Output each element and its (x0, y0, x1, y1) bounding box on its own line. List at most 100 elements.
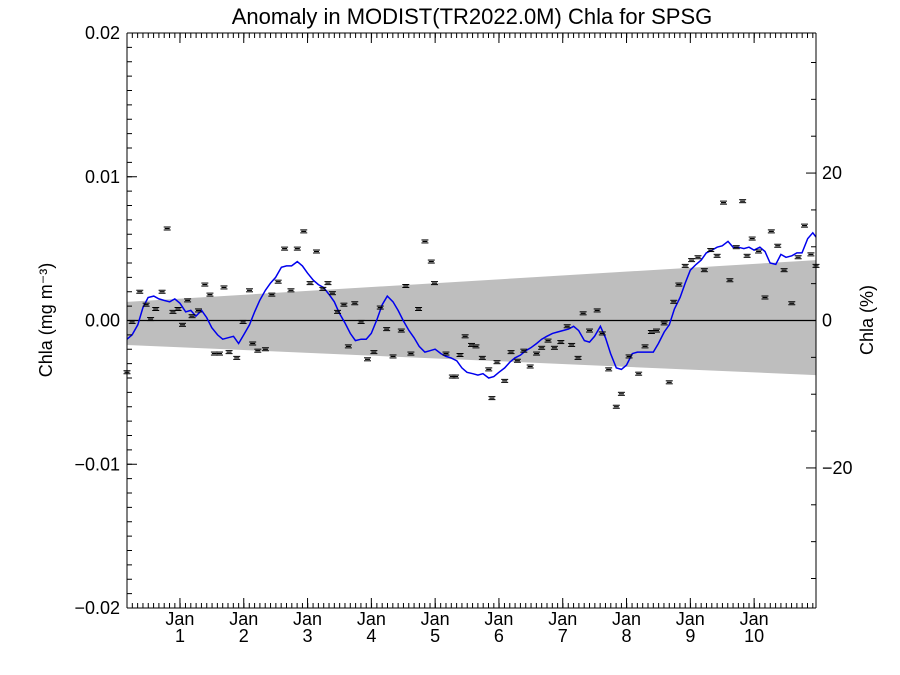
data-point (430, 281, 438, 286)
data-point (233, 355, 241, 360)
y-left-tick-label: −0.02 (74, 598, 120, 618)
data-point (675, 282, 683, 287)
data-point (334, 309, 342, 314)
data-point (794, 255, 802, 260)
data-point (328, 291, 336, 296)
data-point (586, 328, 594, 333)
data-point (574, 355, 582, 360)
x-tick-label-year: 7 (558, 626, 568, 646)
data-point (293, 246, 301, 251)
data-point (513, 358, 521, 363)
data-point (688, 258, 696, 263)
data-point (306, 281, 314, 286)
data-point (726, 278, 734, 283)
data-point (617, 391, 625, 396)
data-point (488, 396, 496, 401)
data-point (201, 282, 209, 287)
x-tick-label-year: 5 (430, 626, 440, 646)
x-tick-label-month: Jan (165, 609, 194, 629)
data-point (194, 308, 202, 313)
data-point (767, 229, 775, 234)
data-point (568, 342, 576, 347)
data-point (158, 289, 166, 294)
data-point (376, 305, 384, 310)
x-tick-label-month: Jan (740, 609, 769, 629)
tick-marks (127, 32, 816, 609)
data-point (344, 344, 352, 349)
data-point (421, 239, 429, 244)
data-point (780, 268, 788, 273)
x-tick-label-year: 9 (685, 626, 695, 646)
x-tick-label-year: 8 (622, 626, 632, 646)
data-point (593, 308, 601, 313)
data-point (719, 200, 727, 205)
x-tick-label-month: Jan (548, 609, 577, 629)
x-tick-label-month: Jan (676, 609, 705, 629)
data-point (557, 340, 565, 345)
data-point (383, 327, 391, 332)
data-point (660, 321, 668, 326)
data-point (774, 243, 782, 248)
data-point (507, 350, 515, 355)
data-point (340, 302, 348, 307)
data-point (501, 378, 509, 383)
data-point (442, 351, 450, 356)
data-point (456, 353, 464, 357)
y-left-tick-label: 0.00 (85, 311, 120, 331)
data-point (300, 229, 308, 234)
data-point (415, 307, 423, 311)
data-point (563, 324, 571, 329)
data-point (254, 348, 262, 353)
data-point (544, 338, 552, 343)
data-point (268, 292, 276, 297)
data-point (748, 236, 756, 241)
data-point (427, 259, 435, 264)
data-point (670, 299, 678, 304)
data-point (402, 284, 410, 288)
data-point (526, 364, 534, 369)
y-left-tick-label: 0.01 (85, 167, 120, 187)
data-point (635, 371, 643, 376)
data-point (239, 319, 247, 324)
data-point (281, 246, 289, 251)
data-point (694, 255, 702, 260)
data-point (732, 245, 740, 250)
data-point (700, 268, 708, 273)
data-point (461, 334, 469, 339)
error-bar-points (123, 199, 820, 409)
data-point (324, 281, 332, 286)
blue-line-series (126, 231, 817, 379)
x-tick-label-month: Jan (357, 609, 386, 629)
tick-labels: −0.02−0.010.000.010.02−20020Jan1Jan2Jan3… (74, 23, 852, 646)
data-point (612, 404, 620, 409)
data-point (389, 354, 397, 359)
data-point (351, 301, 359, 306)
data-point (472, 344, 480, 349)
y-left-tick-label: 0.02 (85, 23, 120, 43)
data-point (533, 351, 541, 356)
y-right-tick-label: −20 (822, 458, 853, 478)
data-point (538, 345, 546, 350)
y-axis-left-label: Chla (mg m⁻³) (36, 263, 56, 378)
chart-title: Anomaly in MODIST(TR2022.0M) Chla for SP… (232, 4, 712, 29)
data-point (188, 314, 196, 319)
data-point (319, 286, 327, 291)
data-point (225, 350, 233, 355)
data-point (397, 328, 405, 333)
x-tick-label-year: 6 (494, 626, 504, 646)
data-point (478, 355, 486, 360)
band-polygon (127, 260, 816, 376)
data-point (136, 289, 144, 294)
data-point (713, 253, 721, 258)
x-tick-label-year: 10 (744, 626, 764, 646)
data-point (142, 302, 150, 307)
data-point (370, 350, 378, 355)
x-tick-label-month: Jan (229, 609, 258, 629)
uncertainty-band (127, 260, 816, 376)
data-point (245, 288, 253, 293)
y-axis-right-label: Chla (%) (857, 285, 877, 355)
data-series (123, 199, 820, 409)
data-point (216, 351, 224, 356)
